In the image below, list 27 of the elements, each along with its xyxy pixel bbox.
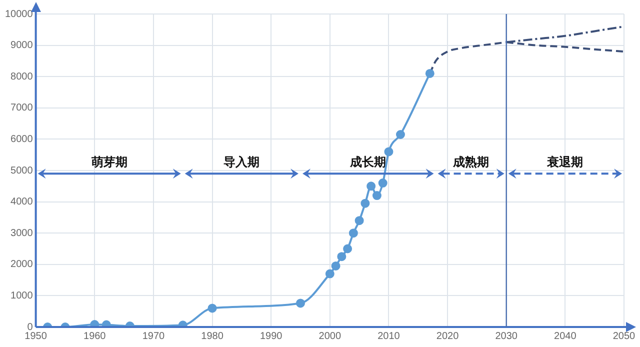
x-tick-label: 2010 xyxy=(378,330,400,342)
x-tick-label: 2040 xyxy=(554,330,577,342)
x-tick-label: 2000 xyxy=(318,330,342,342)
y-tick-label: 2000 xyxy=(10,259,34,270)
annotation: 萌芽期 xyxy=(90,154,128,169)
x-tick-label: 1970 xyxy=(142,330,166,342)
x-tick-label: 2020 xyxy=(436,330,460,342)
annotation: 成长期 xyxy=(349,154,386,169)
x-tick-label: 1960 xyxy=(84,330,106,342)
x-tick-label: 1980 xyxy=(201,330,224,342)
y-tick-label: 6000 xyxy=(10,134,34,145)
x-tick-label: 2050 xyxy=(612,330,636,342)
y-tick-label: 1000 xyxy=(10,290,34,302)
y-tick-label: 3000 xyxy=(10,228,34,239)
y-tick-label: 9000 xyxy=(10,40,34,52)
annotation: 衰退期 xyxy=(546,154,584,169)
x-tick-label: 2030 xyxy=(495,330,518,342)
annotation: 成熟期 xyxy=(452,154,490,169)
y-tick-label: 0 xyxy=(27,322,34,333)
y-tick-label: 4000 xyxy=(10,196,34,208)
y-tick-label: 10000 xyxy=(4,8,34,20)
annotation: 导入期 xyxy=(224,154,260,169)
x-tick-label: 1990 xyxy=(260,330,283,342)
x-tick-label: 1950 xyxy=(24,330,48,342)
y-tick-label: 7000 xyxy=(10,102,34,114)
y-tick-label: 5000 xyxy=(10,165,34,176)
y-tick-label: 8000 xyxy=(10,71,34,82)
